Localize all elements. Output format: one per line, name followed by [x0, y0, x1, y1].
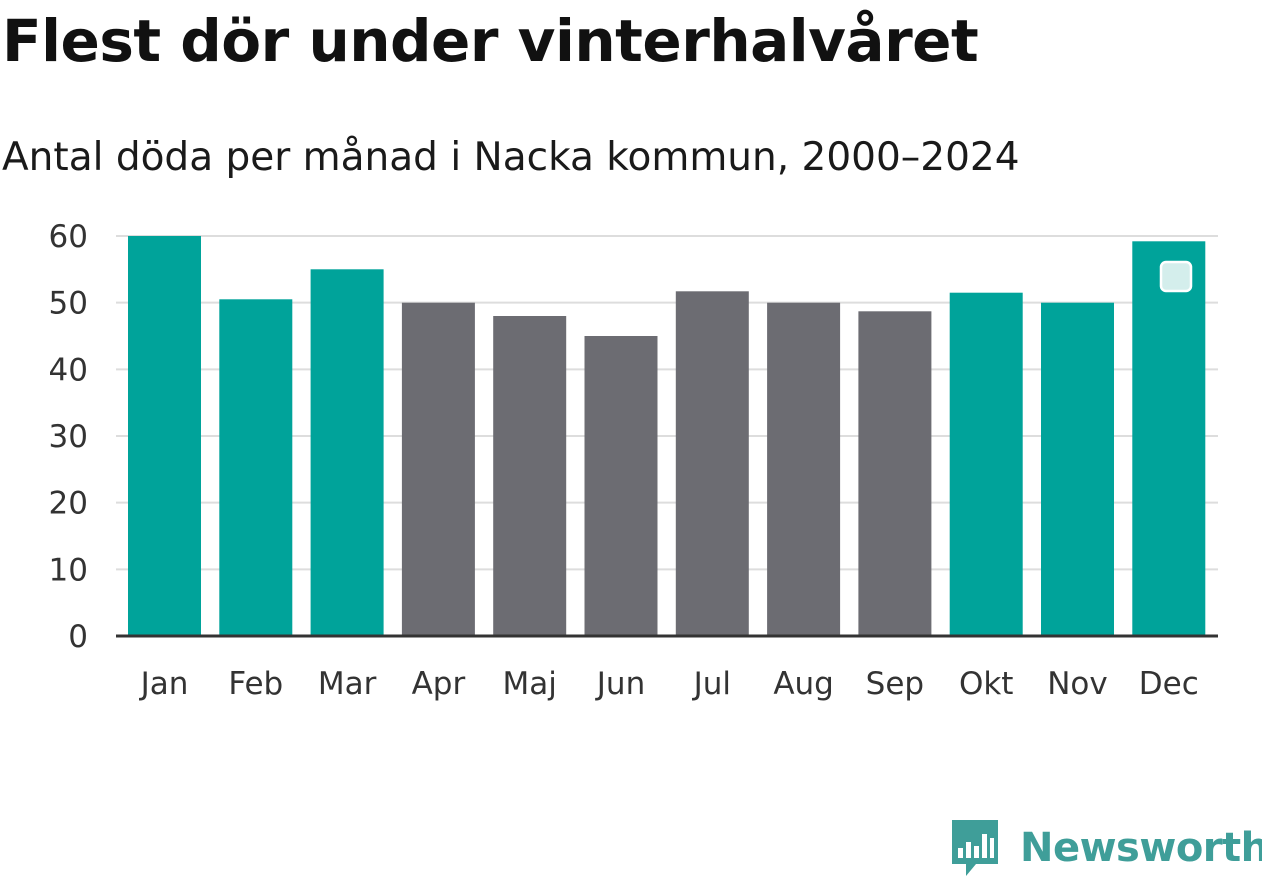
x-tick-label: Feb	[228, 666, 283, 702]
x-tick-label: Jan	[139, 666, 189, 702]
y-tick-label: 40	[49, 352, 88, 388]
x-tick-label: Okt	[959, 666, 1014, 702]
y-tick-label: 10	[49, 552, 88, 588]
x-tick-label: Jun	[595, 666, 645, 702]
brand-name: Newsworthy	[1020, 825, 1262, 871]
bar-apr	[401, 302, 475, 636]
y-tick-label: 60	[49, 219, 88, 255]
chart-subtitle: Antal döda per månad i Nacka kommun, 200…	[2, 135, 1020, 180]
bar-dec	[1132, 241, 1206, 637]
x-tick-label: Aug	[773, 666, 834, 702]
x-tick-label: Jul	[692, 666, 731, 702]
bar-jul	[675, 291, 749, 636]
x-tick-label: Nov	[1047, 666, 1108, 702]
x-tick-label: Dec	[1139, 666, 1199, 702]
y-tick-label: 50	[49, 286, 88, 322]
x-tick-label: Sep	[866, 666, 924, 702]
branding: Newsworthy	[950, 818, 1262, 878]
y-axis-ticks: 0 10 20 30 40 50 60	[49, 219, 88, 655]
x-axis-ticks: Jan Feb Mar Apr Maj Jun Jul Aug Sep Okt Nov Dec	[139, 666, 1199, 702]
gridlines	[116, 235, 1218, 571]
x-tick-label: Mar	[318, 666, 377, 702]
chart-title: Flest dör under vinterhalvåret	[2, 7, 979, 75]
x-tick-label: Maj	[503, 666, 557, 702]
y-tick-label: 30	[49, 419, 88, 455]
bar-sep	[858, 311, 932, 636]
y-tick-label: 0	[68, 619, 88, 655]
bar-okt	[949, 292, 1023, 636]
bar-jan	[128, 236, 201, 636]
newsworthy-logo-icon	[952, 820, 998, 876]
bar-mar	[310, 269, 384, 636]
bar-feb	[219, 299, 293, 636]
y-tick-label: 20	[49, 486, 88, 522]
legend-marker-icon	[1159, 260, 1193, 293]
x-tick-label: Apr	[412, 666, 466, 702]
bar-chart: 0 10 20 30 40 50 60 Jan Feb Mar Apr Maj Jun Jul Aug Se…	[49, 219, 1218, 702]
bars	[128, 236, 1206, 637]
bar-aug	[767, 302, 841, 636]
bar-nov	[1041, 302, 1114, 636]
bar-maj	[493, 316, 567, 636]
bar-jun	[584, 336, 658, 636]
